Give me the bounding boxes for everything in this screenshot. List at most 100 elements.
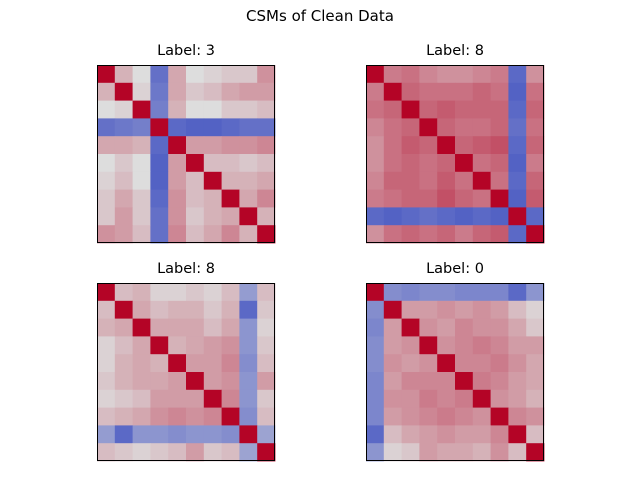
- heatmap-cell: [239, 207, 258, 226]
- heatmap-cell: [114, 354, 133, 373]
- heatmap-cell: [401, 318, 420, 337]
- heatmap-cell: [168, 425, 187, 444]
- heatmap-cell: [526, 100, 545, 119]
- heatmap-cell: [508, 283, 527, 302]
- heatmap-cell: [132, 389, 151, 408]
- heatmap-cell: [257, 118, 276, 137]
- heatmap-cell: [472, 407, 491, 426]
- heatmap-cell: [490, 171, 509, 190]
- heatmap-cell: [257, 136, 276, 155]
- heatmap-cell: [419, 354, 438, 373]
- heatmap-cell: [150, 389, 169, 408]
- heatmap-cell: [221, 118, 240, 137]
- heatmap-cell: [419, 82, 438, 101]
- heatmap-cell: [455, 300, 474, 319]
- heatmap-cell: [366, 154, 385, 173]
- heatmap-cell: [114, 318, 133, 337]
- heatmap-cell: [401, 118, 420, 137]
- heatmap-cell: [114, 443, 133, 462]
- heatmap-cell: [257, 65, 276, 84]
- heatmap-cell: [508, 389, 527, 408]
- heatmap-cell: [455, 318, 474, 337]
- heatmap-cell: [508, 300, 527, 319]
- heatmap-cell: [114, 100, 133, 119]
- heatmap-cell: [186, 407, 205, 426]
- heatmap-cell: [114, 82, 133, 101]
- heatmap-cell: [150, 136, 169, 155]
- heatmap-cell: [239, 372, 258, 391]
- heatmap-cell: [419, 389, 438, 408]
- heatmap-cell: [221, 407, 240, 426]
- heatmap-cell: [257, 189, 276, 208]
- heatmap-cell: [490, 100, 509, 119]
- heatmap-cell: [490, 318, 509, 337]
- heatmap-cell: [472, 171, 491, 190]
- heatmap-cell: [186, 171, 205, 190]
- heatmap-cell: [490, 407, 509, 426]
- heatmap-cell: [437, 118, 456, 137]
- heatmap-cell: [526, 425, 545, 444]
- heatmap-cell: [472, 354, 491, 373]
- heatmap-cell: [455, 354, 474, 373]
- heatmap-cell: [257, 225, 276, 244]
- heatmap-cell: [221, 283, 240, 302]
- heatmap-cell: [508, 354, 527, 373]
- heatmap-cell: [401, 283, 420, 302]
- heatmap-cell: [401, 100, 420, 119]
- heatmap-cell: [114, 225, 133, 244]
- heatmap-cell: [132, 82, 151, 101]
- heatmap-cell: [203, 354, 222, 373]
- heatmap-cell: [114, 425, 133, 444]
- heatmap-cell: [186, 207, 205, 226]
- heatmap-cell: [366, 82, 385, 101]
- heatmap-cell: [239, 336, 258, 355]
- heatmap-cell: [97, 100, 116, 119]
- heatmap-cell: [490, 372, 509, 391]
- heatmap-cell: [455, 225, 474, 244]
- heatmap-cell: [401, 389, 420, 408]
- heatmap-cell: [150, 318, 169, 337]
- axes-frame: [366, 65, 544, 243]
- heatmap-cell: [150, 189, 169, 208]
- heatmap-cell: [114, 283, 133, 302]
- heatmap-cell: [419, 372, 438, 391]
- heatmap-cell: [472, 65, 491, 84]
- heatmap-cell: [150, 300, 169, 319]
- heatmap-cell: [366, 425, 385, 444]
- heatmap-cell: [221, 65, 240, 84]
- heatmap-cell: [168, 389, 187, 408]
- heatmap-cell: [150, 354, 169, 373]
- heatmap-cell: [239, 171, 258, 190]
- heatmap-cell: [168, 189, 187, 208]
- heatmap-cell: [239, 154, 258, 173]
- heatmap-cell: [419, 171, 438, 190]
- heatmap-cell: [97, 443, 116, 462]
- heatmap-cell: [150, 336, 169, 355]
- heatmap-cell: [168, 407, 187, 426]
- heatmap-cell: [526, 225, 545, 244]
- heatmap-cell: [239, 425, 258, 444]
- heatmap-cell: [455, 443, 474, 462]
- heatmap-cell: [257, 372, 276, 391]
- heatmap-cell: [490, 225, 509, 244]
- heatmap-cell: [383, 136, 402, 155]
- heatmap-cell: [419, 425, 438, 444]
- heatmap-cell: [239, 225, 258, 244]
- heatmap-cell: [472, 225, 491, 244]
- heatmap-cell: [508, 118, 527, 137]
- heatmap-cell: [132, 443, 151, 462]
- heatmap-cell: [132, 318, 151, 337]
- heatmap-cell: [97, 65, 116, 84]
- heatmap-cell: [97, 407, 116, 426]
- heatmap-cell: [221, 82, 240, 101]
- heatmap-cell: [114, 154, 133, 173]
- heatmap-cell: [150, 100, 169, 119]
- heatmap-cell: [437, 336, 456, 355]
- heatmap-cell: [437, 154, 456, 173]
- heatmap-cell: [97, 354, 116, 373]
- heatmap-cell: [221, 336, 240, 355]
- heatmap-cell: [97, 318, 116, 337]
- heatmap-cell: [526, 207, 545, 226]
- heatmap-cell: [168, 300, 187, 319]
- subplot-title: Label: 8: [157, 261, 215, 277]
